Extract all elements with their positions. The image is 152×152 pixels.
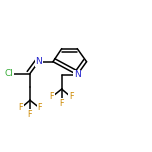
Text: N: N (35, 57, 42, 66)
Text: F: F (18, 103, 23, 112)
Text: F: F (69, 92, 73, 101)
Text: F: F (50, 92, 54, 101)
Text: F: F (38, 103, 42, 112)
Text: F: F (59, 99, 64, 108)
Text: N: N (74, 70, 81, 79)
Text: F: F (28, 110, 32, 119)
Text: Cl: Cl (4, 69, 13, 78)
